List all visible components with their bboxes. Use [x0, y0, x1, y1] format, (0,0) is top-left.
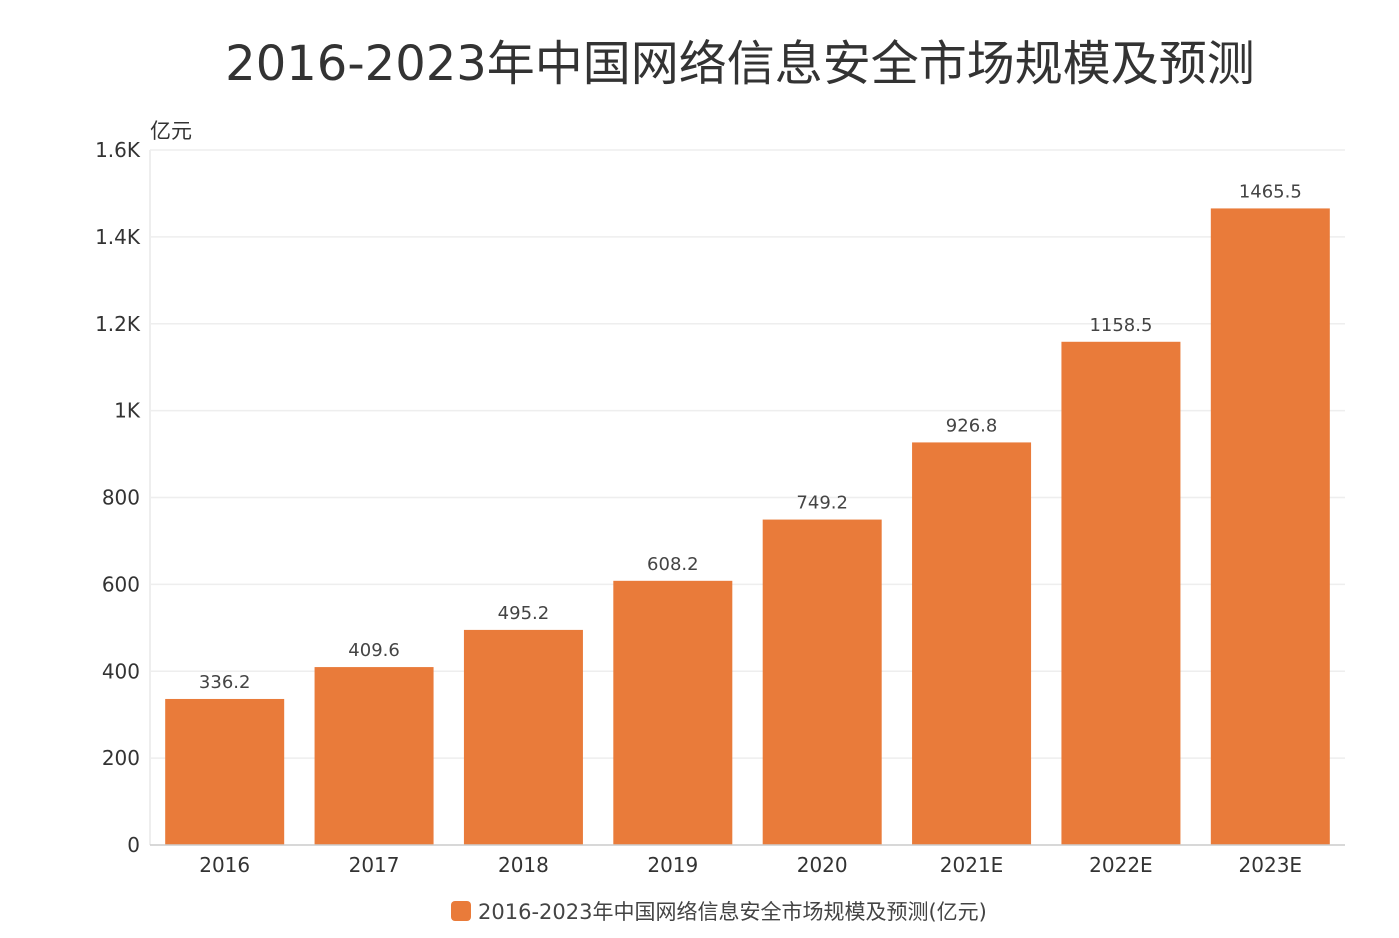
x-tick-label: 2023E: [1239, 853, 1303, 877]
bar[interactable]: [314, 667, 434, 845]
bar[interactable]: [165, 698, 285, 845]
legend-swatch: [451, 901, 471, 921]
x-tick-label: 2019: [647, 853, 698, 877]
data-label: 1158.5: [1089, 315, 1152, 336]
data-label: 336.2: [199, 672, 251, 693]
x-tick-label: 2017: [349, 853, 400, 877]
y-tick-label: 1.6K: [95, 138, 141, 162]
x-tick-label: 2022E: [1089, 853, 1153, 877]
bar[interactable]: [762, 519, 882, 845]
y-tick-label: 400: [102, 659, 140, 683]
bar[interactable]: [912, 442, 1032, 845]
legend[interactable]: 2016-2023年中国网络信息安全市场规模及预测(亿元): [451, 900, 987, 924]
data-label: 409.6: [348, 640, 400, 661]
y-tick-label: 600: [102, 572, 140, 596]
bar[interactable]: [463, 629, 583, 845]
x-tick-label: 2018: [498, 853, 549, 877]
x-tick-label: 2020: [797, 853, 848, 877]
data-label: 1465.5: [1239, 181, 1302, 202]
y-tick-label: 1.4K: [95, 225, 141, 249]
x-tick-label: 2021E: [940, 853, 1004, 877]
y-tick-label: 200: [102, 746, 140, 770]
y-tick-label: 800: [102, 486, 140, 510]
legend-label: 2016-2023年中国网络信息安全市场规模及预测(亿元): [478, 900, 987, 924]
bars: 336.2 409.6 495.2 608.2 749.2 926.8 1158.5 1465…: [165, 181, 1330, 845]
x-tick-label: 2016: [199, 853, 250, 877]
y-tick-label: 1.2K: [95, 312, 141, 336]
data-label: 495.2: [498, 603, 550, 624]
bar[interactable]: [1210, 208, 1330, 845]
bar[interactable]: [1061, 341, 1181, 845]
data-label: 749.2: [796, 493, 848, 514]
chart-title: 2016-2023年中国网络信息安全市场规模及预测: [225, 36, 1255, 92]
x-axis: 2016 2017 2018 2019 2020 2021E 2022E 2023E: [150, 844, 1345, 877]
y-axis: 0 200 400 600 800 1K 1.2K 1.4K 1.6K: [95, 138, 141, 857]
bar[interactable]: [613, 580, 733, 845]
y-axis-unit-label: 亿元: [150, 119, 192, 143]
data-label: 608.2: [647, 554, 699, 575]
data-label: 926.8: [946, 415, 998, 436]
y-tick-label: 1K: [114, 399, 141, 423]
y-tick-label: 0: [127, 833, 140, 857]
